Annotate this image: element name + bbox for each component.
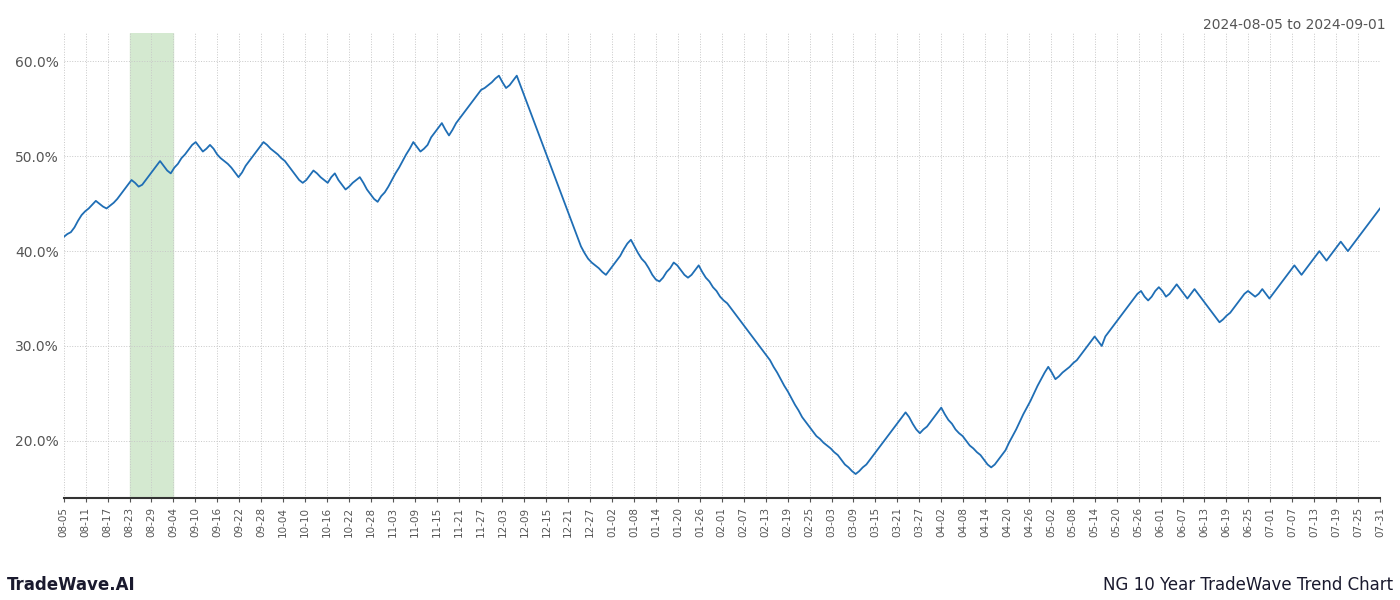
Text: 2024-08-05 to 2024-09-01: 2024-08-05 to 2024-09-01	[1204, 18, 1386, 32]
Bar	[130, 33, 174, 498]
Text: TradeWave.AI: TradeWave.AI	[7, 576, 136, 594]
Text: NG 10 Year TradeWave Trend Chart: NG 10 Year TradeWave Trend Chart	[1103, 576, 1393, 594]
